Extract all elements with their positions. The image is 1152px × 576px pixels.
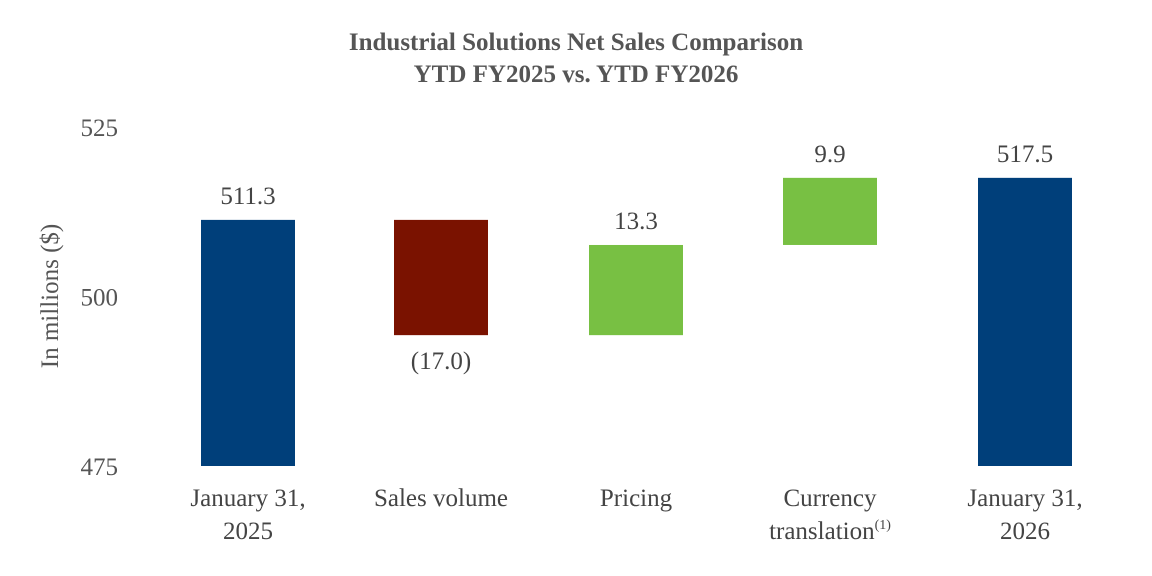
category-label: Currency translation(1) xyxy=(769,485,891,545)
category-label-line: January 31, xyxy=(190,485,305,512)
data-label: 517.5 xyxy=(997,141,1053,168)
category-label-line: January 31, xyxy=(967,485,1082,512)
category-label: Pricing xyxy=(600,485,673,512)
category-label-line: Currency xyxy=(783,485,877,512)
bar-decrease xyxy=(394,219,488,336)
footnote-marker: (1) xyxy=(875,518,892,533)
data-labels-group: 511.3 (17.0) 13.3 9.9 517.5 xyxy=(220,141,1053,375)
y-axis-label: In millions ($) xyxy=(37,224,64,368)
data-label: 13.3 xyxy=(614,208,658,235)
category-label-line: 2026 xyxy=(1000,518,1050,545)
y-tick-label: 525 xyxy=(81,115,119,142)
category-label: January 31, 2026 xyxy=(967,485,1082,545)
bar-increase xyxy=(783,177,877,245)
data-label: (17.0) xyxy=(411,348,471,375)
y-tick-label: 475 xyxy=(81,454,119,481)
category-label-line: Sales volume xyxy=(374,485,508,512)
category-label-line: 2025 xyxy=(223,518,273,545)
bar-total xyxy=(978,177,1072,466)
category-label-line: Pricing xyxy=(600,485,673,512)
chart-title-line-2: YTD FY2025 vs. YTD FY2026 xyxy=(414,61,739,88)
chart-title-line-1: Industrial Solutions Net Sales Compariso… xyxy=(349,29,803,56)
y-axis-ticks: 475 500 525 xyxy=(81,115,119,481)
data-label: 511.3 xyxy=(220,183,275,210)
category-label: January 31, 2025 xyxy=(190,485,305,545)
bar-increase xyxy=(589,244,683,336)
category-label-line: translation xyxy=(769,518,875,545)
y-tick-label: 500 xyxy=(81,285,119,312)
category-labels-group: January 31, 2025 Sales volume Pricing Curren… xyxy=(190,485,1082,545)
bar-total xyxy=(201,219,295,466)
data-label: 9.9 xyxy=(814,141,845,168)
bars-group xyxy=(201,177,1072,466)
category-label: Sales volume xyxy=(374,485,508,512)
